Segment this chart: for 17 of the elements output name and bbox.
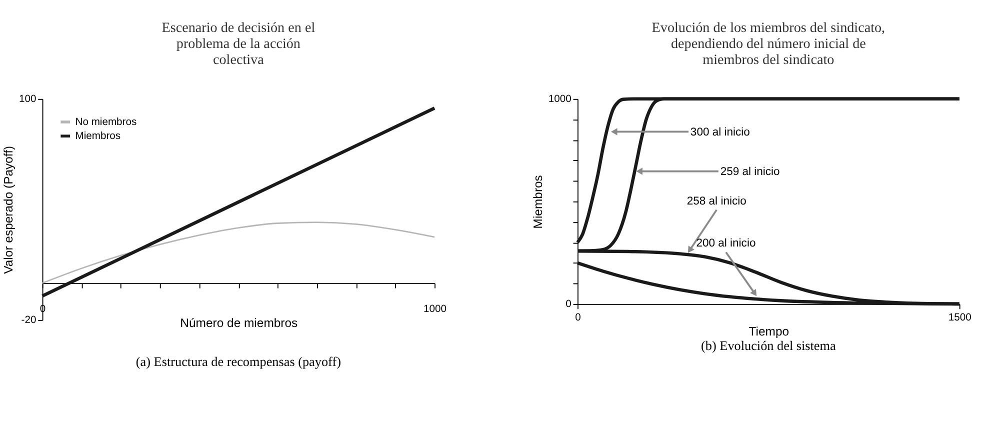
legend-label: No miembros (75, 116, 137, 128)
chart-title: Evolución de los miembros del sindicato, dependiendo del número inicial de miembros del sindicato (652, 20, 886, 68)
x-axis-title: Número de miembros (180, 316, 298, 330)
y-tick-label: -20 (21, 315, 36, 326)
y-axis-title: Miembros (530, 175, 545, 229)
annotation: 259 al inicio (720, 166, 780, 178)
x-axis-title: Tiempo (748, 324, 790, 338)
y-axis-title: Valor esperado (Payoff) (1, 146, 16, 274)
annotation: 258 al inicio (686, 195, 746, 208)
chart-title: Escenario de decisión en el problema de la acción colectiva (162, 20, 316, 68)
text: (b) Evolución del sistema (701, 338, 836, 354)
annotation: 300 al inicio (690, 126, 750, 138)
y-tick-label: 100 (18, 94, 36, 106)
legend-label: Miembros (75, 130, 121, 142)
x-tick-label: 1500 (948, 312, 972, 324)
text: (a) Estructura de recompensas (payoff) (136, 354, 341, 370)
annotation: 200 al inicio (696, 238, 756, 250)
